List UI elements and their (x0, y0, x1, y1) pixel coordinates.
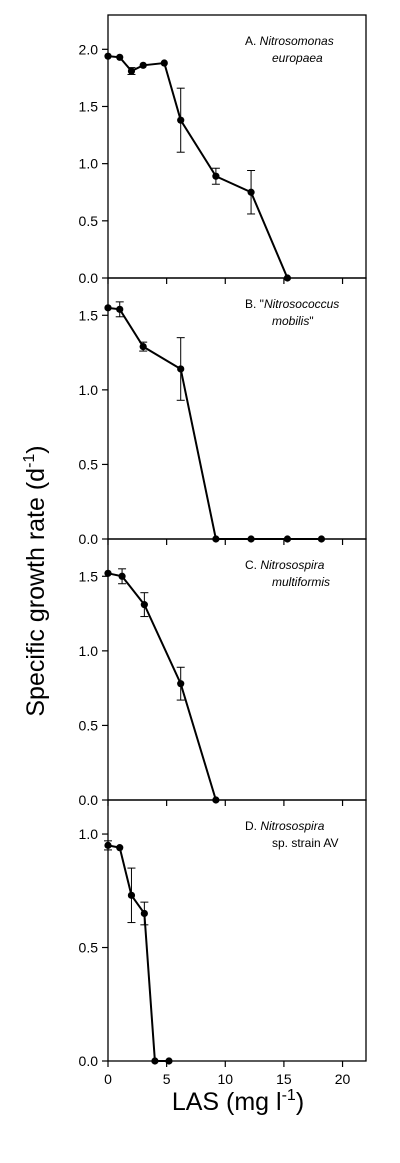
y-axis-label: Specific growth rate (d-1) (21, 445, 50, 716)
data-point (118, 572, 126, 580)
panel-title-line2: multiformis (272, 575, 330, 589)
panel-d: 0.0 0.5 1.0 0 5 10 15 20 D. Nitrosospira sp. stra… (79, 799, 367, 1087)
data-point (139, 343, 147, 351)
panel-title-species-line2: multiformis (272, 575, 330, 589)
data-point (127, 891, 136, 899)
panel-title-prefix: A. (245, 34, 260, 48)
x-axis-label-end: ) (296, 1088, 304, 1116)
data-point (177, 680, 185, 688)
data-point (177, 365, 185, 373)
y-tick-label: 0.5 (79, 940, 99, 956)
x-tick-label: 0 (104, 1071, 112, 1087)
panel-title-quote: " (260, 297, 264, 311)
y-axis-label-main: Specific growth rate (d (22, 468, 50, 717)
panel-a: 0.0 0.5 1.0 1.5 2.0 A. Nitrosomonas europaea (79, 14, 367, 286)
panel-title-prefix: D. (245, 819, 260, 833)
x-tick-label: 20 (335, 1071, 351, 1087)
panel-title-species: Nitrosospira (260, 558, 324, 572)
x-tick-label: 5 (163, 1071, 171, 1087)
y-tick-label: 0.5 (79, 456, 99, 472)
x-tick-label: 10 (217, 1071, 233, 1087)
panel-title-line2: mobilis" (272, 314, 314, 328)
panel-title-species: Nitrosospira (260, 819, 324, 833)
y-tick-label: 2.0 (79, 41, 99, 57)
data-point (151, 1057, 159, 1065)
panel-title-prefix: B. (245, 297, 260, 311)
panel-title-species-line2: europaea (272, 51, 323, 65)
data-point (139, 61, 147, 69)
data-point (116, 305, 124, 313)
x-tick-label: 15 (276, 1071, 292, 1087)
y-tick-label: 0.0 (79, 531, 99, 547)
panel-title-line1: D. Nitrosospira (245, 819, 325, 833)
y-tick-label: 1.5 (79, 307, 99, 323)
panel-title-line2: sp. strain AV (272, 836, 338, 850)
panel-title-prefix: C. (245, 558, 260, 572)
data-point (104, 841, 112, 849)
data-point (212, 172, 220, 180)
series-line (107, 55, 289, 279)
panel-title-species-line2: mobilis (272, 314, 309, 328)
x-axis-label: LAS (mg l-1) (172, 1087, 304, 1116)
y-tick-label: 1.5 (79, 568, 99, 584)
panel-c: 0.0 0.5 1.0 1.5 C. Nitrosospira multiformis (79, 538, 367, 808)
data-point (247, 188, 255, 196)
data-point (116, 844, 124, 852)
data-point (140, 601, 148, 609)
panel-frame (107, 277, 367, 540)
data-point (104, 569, 112, 577)
y-tick-label: 0.5 (79, 213, 99, 229)
y-tick-label: 1.0 (79, 643, 99, 659)
panel-title-line1: C. Nitrosospira (245, 558, 325, 572)
y-tick-label: 1.0 (79, 382, 99, 398)
x-axis-label-sup: -1 (282, 1087, 296, 1104)
data-point (127, 67, 136, 75)
y-tick-label: 0.5 (79, 717, 99, 733)
x-axis-label-main: LAS (mg l (172, 1088, 282, 1116)
panel-title-species: Nitrosococcus (264, 297, 339, 311)
panel-title-line1: B. "Nitrosococcus (245, 297, 339, 311)
panel-title-quote-end: " (309, 314, 313, 328)
data-point (104, 304, 112, 312)
series-line (107, 844, 169, 1062)
data-point (165, 1057, 173, 1065)
panel-title-line2: europaea (272, 51, 323, 65)
series-line (107, 572, 217, 801)
y-axis-label-end: ) (22, 445, 50, 453)
y-tick-label: 1.0 (79, 826, 99, 842)
data-point (160, 59, 168, 67)
y-tick-label: 0.0 (79, 1053, 99, 1069)
data-point (140, 909, 148, 918)
y-tick-label: 0.0 (79, 792, 99, 808)
panel-frame (107, 799, 367, 1062)
y-axis-label-sup: -1 (21, 454, 38, 468)
panel-frame (107, 14, 367, 279)
y-tick-label: 1.0 (79, 156, 99, 172)
data-point (116, 53, 124, 61)
data-point (104, 52, 112, 60)
y-tick-label: 0.0 (79, 270, 99, 286)
data-point (177, 116, 185, 124)
panel-title-species: Nitrosomonas (260, 34, 334, 48)
y-tick-label: 1.5 (79, 98, 99, 114)
panel-title-species-line2: sp. strain AV (272, 836, 338, 850)
panel-title-line1: A. Nitrosomonas (245, 34, 334, 48)
